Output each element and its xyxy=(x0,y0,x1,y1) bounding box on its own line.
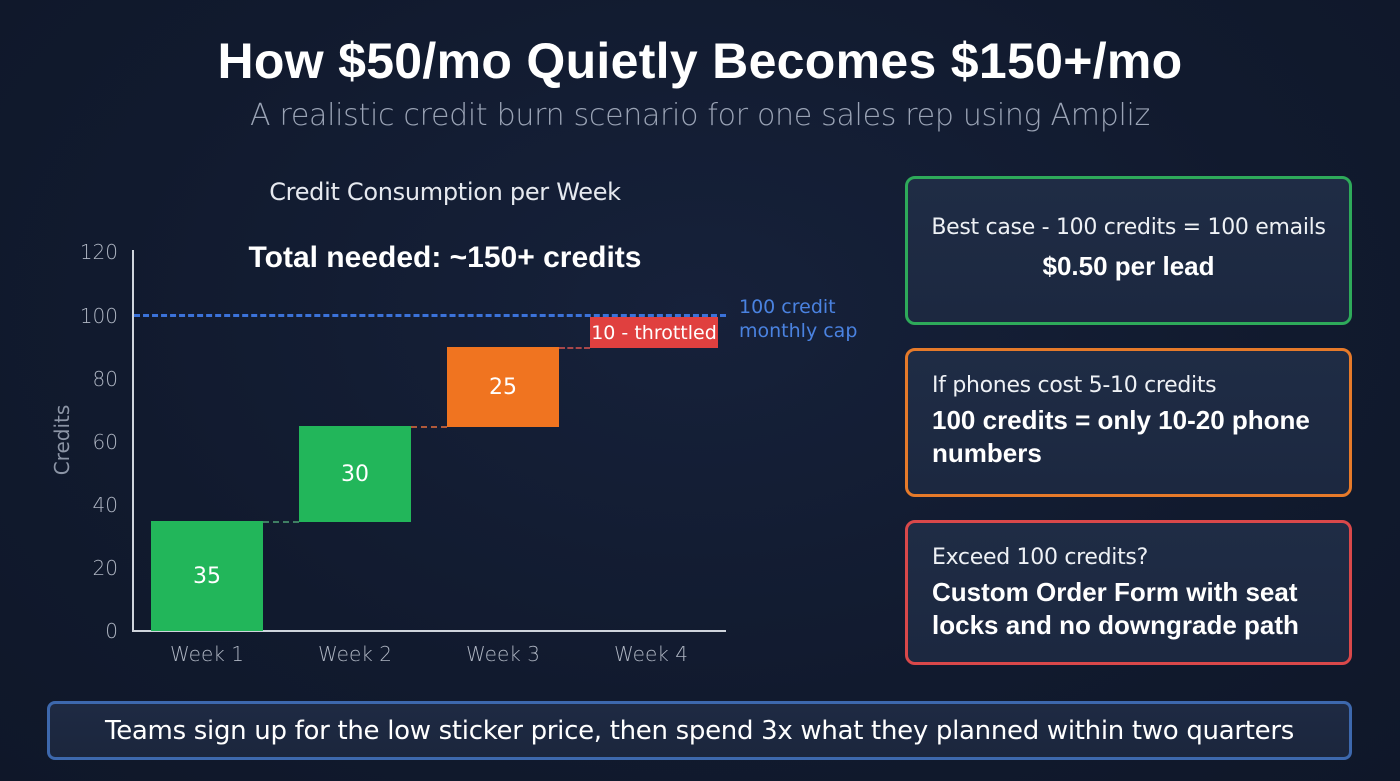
connector-1-2 xyxy=(263,521,299,523)
y-tick-0: 0 xyxy=(105,619,118,643)
card-exceed-credits-subtitle: Exceed 100 credits? xyxy=(932,545,1148,570)
footer-text: Teams sign up for the low sticker price,… xyxy=(105,715,1294,746)
bar-week-3: 25 xyxy=(447,347,559,427)
chart-total-annotation: Total needed: ~150+ credits xyxy=(248,241,642,274)
y-axis xyxy=(132,250,134,632)
monthly-cap-label: 100 credit monthly cap xyxy=(739,295,857,343)
page-title: How $50/mo Quietly Becomes $150+/mo xyxy=(217,33,1183,89)
cap-label-line2: monthly cap xyxy=(739,320,858,342)
page-subtitle: A realistic credit burn scenario for one… xyxy=(250,98,1150,133)
bar-value-label: 30 xyxy=(341,461,369,487)
x-axis xyxy=(132,630,726,632)
cap-label-line1: 100 credit xyxy=(739,296,836,318)
card-exceed-credits: Exceed 100 credits? Custom Order Form wi… xyxy=(905,520,1352,665)
card-phone-cost-subtitle: If phones cost 5-10 credits xyxy=(932,373,1217,398)
footer-banner: Teams sign up for the low sticker price,… xyxy=(47,701,1352,760)
bar-value-label: 35 xyxy=(193,563,221,589)
credit-chart: Credit Consumption per Week Total needed… xyxy=(50,178,857,666)
chart-title: Credit Consumption per Week xyxy=(269,178,621,206)
y-tick-20: 20 xyxy=(92,556,118,580)
y-tick-60: 60 xyxy=(92,430,118,454)
x-tick-week-2: Week 2 xyxy=(318,642,392,666)
x-tick-week-1: Week 1 xyxy=(170,642,244,666)
card-phone-cost: If phones cost 5-10 credits 100 credits … xyxy=(905,348,1352,497)
y-tick-100: 100 xyxy=(79,304,118,328)
y-tick-80: 80 xyxy=(92,367,118,391)
connector-2-3 xyxy=(411,426,447,428)
y-tick-40: 40 xyxy=(92,493,118,517)
bar-week-1: 35 xyxy=(151,521,263,631)
bar-week-4-throttled: 10 - throttled xyxy=(590,317,718,348)
card-best-case: Best case - 100 credits = 100 emails $0.… xyxy=(905,176,1352,325)
y-tick-120: 120 xyxy=(79,240,118,264)
connector-3-4 xyxy=(559,347,590,349)
x-tick-week-4: Week 4 xyxy=(614,642,688,666)
card-best-case-subtitle: Best case - 100 credits = 100 emails xyxy=(931,215,1326,240)
bar-week-2: 30 xyxy=(299,426,411,522)
card-best-case-highlight: $0.50 per lead xyxy=(1042,251,1215,281)
card-exceed-credits-highlight: Custom Order Form with seat locks and no… xyxy=(932,577,1299,640)
bar-value-label: 25 xyxy=(489,374,517,400)
x-tick-week-3: Week 3 xyxy=(466,642,540,666)
y-axis-label: Credits xyxy=(50,404,74,476)
monthly-cap-line xyxy=(134,314,726,317)
card-phone-cost-highlight: 100 credits = only 10-20 phone numbers xyxy=(932,405,1310,468)
